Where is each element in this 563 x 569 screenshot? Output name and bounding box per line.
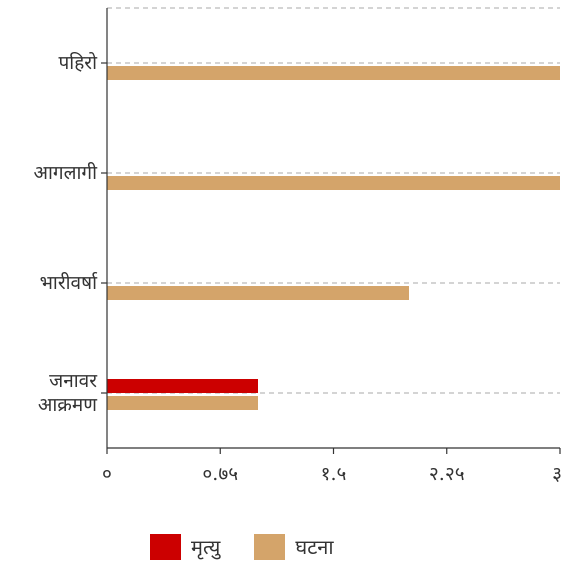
x-tick-label: २.२५	[429, 463, 465, 485]
legend-swatch-incidents	[254, 533, 286, 560]
legend: मृत्यु घटना	[150, 533, 368, 560]
bar	[107, 66, 560, 80]
axes	[101, 8, 561, 454]
legend-label-incidents: घटना	[295, 535, 334, 559]
legend-label-deaths: मृत्यु	[191, 535, 221, 559]
x-tick-label: ०	[102, 463, 112, 485]
category-label: जनावर	[49, 370, 98, 392]
bar	[107, 379, 258, 393]
legend-item-deaths: मृत्यु	[150, 533, 220, 560]
category-label: आक्रमण	[38, 394, 97, 416]
bar	[107, 176, 560, 190]
x-tick-label: १.५	[321, 463, 347, 485]
category-label: आगलागी	[33, 161, 98, 184]
category-label: पहिरो	[59, 51, 99, 74]
bars	[107, 66, 560, 410]
legend-swatch-deaths	[150, 533, 181, 560]
legend-item-incidents: घटना	[254, 533, 334, 560]
tick-labels: ० ०.७५ १.५ २.२५ ३	[102, 463, 562, 485]
category-label: भारीवर्षा	[40, 271, 99, 294]
bar	[107, 396, 258, 410]
bar	[107, 286, 409, 300]
x-tick-label: ०.७५	[202, 463, 238, 485]
grid-lines	[107, 7, 560, 394]
x-tick-label: ३	[552, 463, 562, 485]
